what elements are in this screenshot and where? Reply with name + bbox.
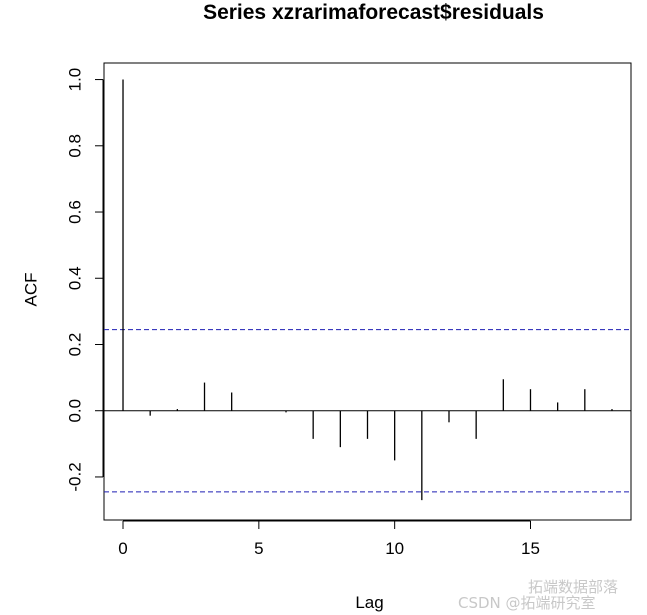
y-tick-label: 0.6 <box>65 200 84 224</box>
y-tick-label: -0.2 <box>65 462 84 491</box>
x-tick-label: 10 <box>385 539 404 558</box>
y-axis: -0.2 0.0 0.2 0.4 0.6 0.8 1.0 <box>65 68 104 492</box>
y-axis-label: ACF <box>21 273 40 307</box>
chart-title: Series xzrarimaforecast$residuals <box>203 1 544 24</box>
acf-bars <box>122 79 613 501</box>
y-tick-label: 0.4 <box>65 266 84 290</box>
plot-frame <box>103 62 632 521</box>
x-tick-label: 5 <box>254 539 263 558</box>
x-axis: 0 5 10 15 <box>118 520 540 558</box>
y-tick-label: 0.2 <box>65 333 84 357</box>
watermark-line2: CSDN @拓端研究室 <box>458 594 596 612</box>
y-tick-label: 1.0 <box>65 68 84 92</box>
x-axis-label: Lag <box>355 593 383 612</box>
watermark-line1: 拓端数据部落 <box>528 578 619 596</box>
x-tick-label: 15 <box>521 539 540 558</box>
x-tick-label: 0 <box>118 539 127 558</box>
y-tick-label: 0.0 <box>65 399 84 423</box>
y-tick-label: 0.8 <box>65 134 84 158</box>
